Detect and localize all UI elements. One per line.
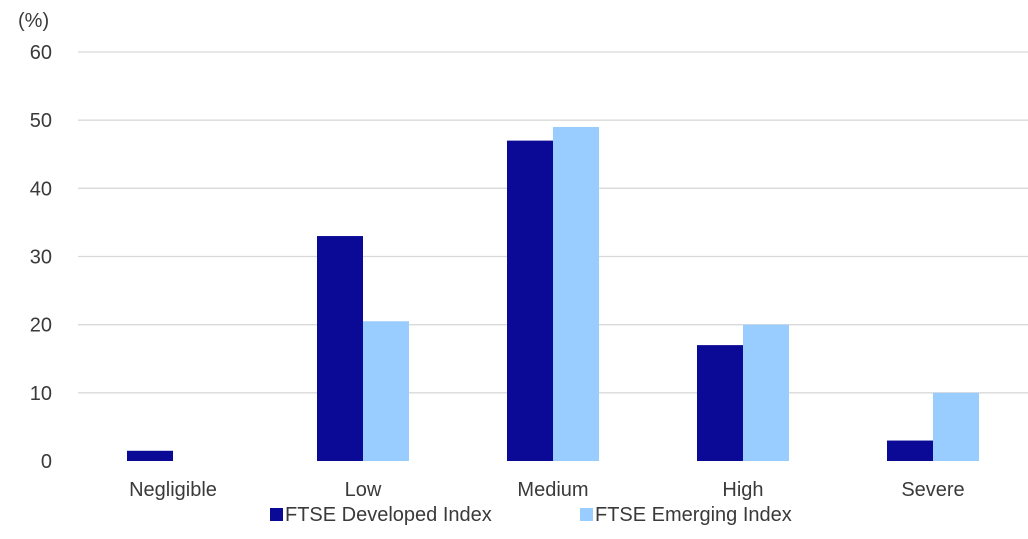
bar (743, 324, 789, 461)
bar (553, 126, 599, 461)
y-tick-label: 50 (30, 110, 52, 132)
bar (363, 321, 409, 461)
y-tick-label: 10 (30, 383, 52, 405)
x-category-label: Severe (901, 479, 964, 501)
bars (127, 126, 979, 461)
bar (933, 392, 979, 461)
y-tick-label: 20 (30, 315, 52, 337)
legend: FTSE Developed Index FTSE Emerging Index (270, 504, 792, 526)
y-axis-ticks: 0 10 20 30 40 50 60 (30, 42, 52, 473)
y-tick-label: 60 (30, 42, 52, 64)
bar (697, 345, 743, 461)
legend-swatch (270, 508, 283, 521)
legend-label: FTSE Developed Index (285, 504, 492, 526)
y-axis-unit-label: (%) (18, 10, 49, 32)
legend-swatch (580, 508, 593, 521)
y-tick-label: 0 (41, 451, 52, 473)
x-axis-categories: Negligible Low Medium High Severe (129, 479, 965, 501)
bar (887, 440, 933, 461)
x-category-label: Negligible (129, 479, 217, 501)
bar (127, 450, 173, 461)
legend-label: FTSE Emerging Index (595, 504, 792, 526)
x-category-label: Low (345, 479, 382, 501)
bar (507, 140, 553, 461)
x-category-label: Medium (517, 479, 588, 501)
x-category-label: High (722, 479, 763, 501)
y-tick-label: 40 (30, 178, 52, 200)
bar (317, 236, 363, 461)
y-tick-label: 30 (30, 247, 52, 269)
